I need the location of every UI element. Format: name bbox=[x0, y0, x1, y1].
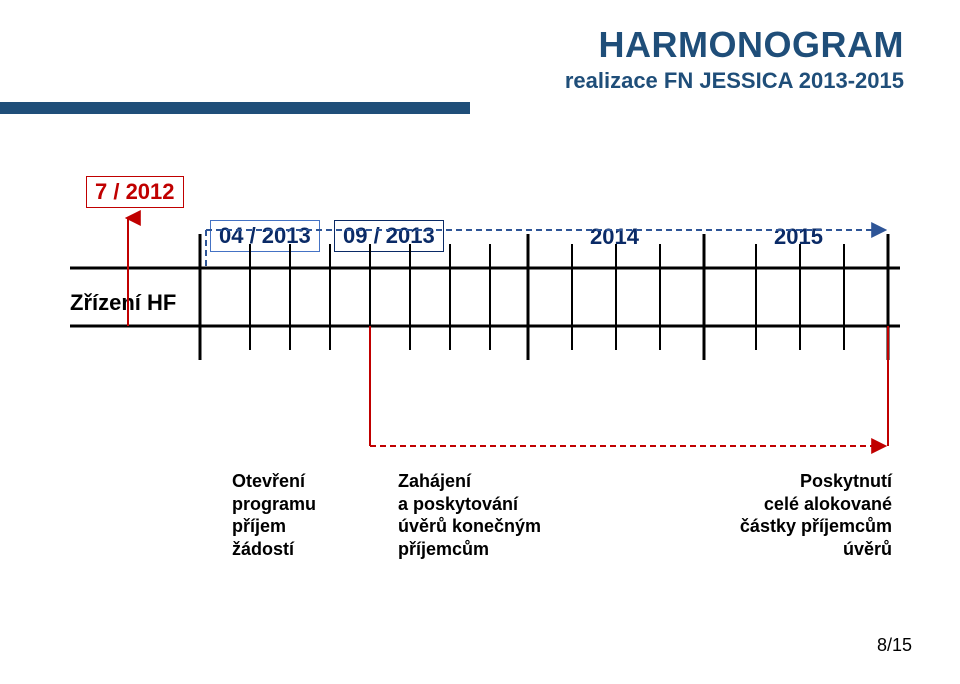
page-subtitle: realizace FN JESSICA 2013-2015 bbox=[565, 68, 904, 94]
milestone-otevreni: Otevření programu příjem žádostí bbox=[232, 470, 316, 560]
milestone-line: Poskytnutí bbox=[800, 471, 892, 491]
header-bar bbox=[0, 102, 470, 114]
milestone-line: úvěrů bbox=[843, 539, 892, 559]
milestone-line: příjemcům bbox=[398, 539, 489, 559]
milestone-zahajeni: Zahájení a poskytování úvěrů konečným př… bbox=[398, 470, 541, 560]
timeline-diagram bbox=[0, 140, 960, 500]
milestone-line: Zahájení bbox=[398, 471, 471, 491]
milestone-line: částky příjemcům bbox=[740, 516, 892, 536]
milestone-line: celé alokované bbox=[764, 494, 892, 514]
milestone-line: úvěrů konečným bbox=[398, 516, 541, 536]
milestone-poskytnuti: Poskytnutí celé alokované částky příjemc… bbox=[678, 470, 892, 560]
milestone-line: programu bbox=[232, 494, 316, 514]
milestone-line: příjem bbox=[232, 516, 286, 536]
milestone-line: žádostí bbox=[232, 539, 294, 559]
milestone-line: Otevření bbox=[232, 471, 305, 491]
page-title: HARMONOGRAM bbox=[565, 24, 904, 66]
milestone-line: a poskytování bbox=[398, 494, 518, 514]
page-number: 8/15 bbox=[877, 635, 912, 656]
